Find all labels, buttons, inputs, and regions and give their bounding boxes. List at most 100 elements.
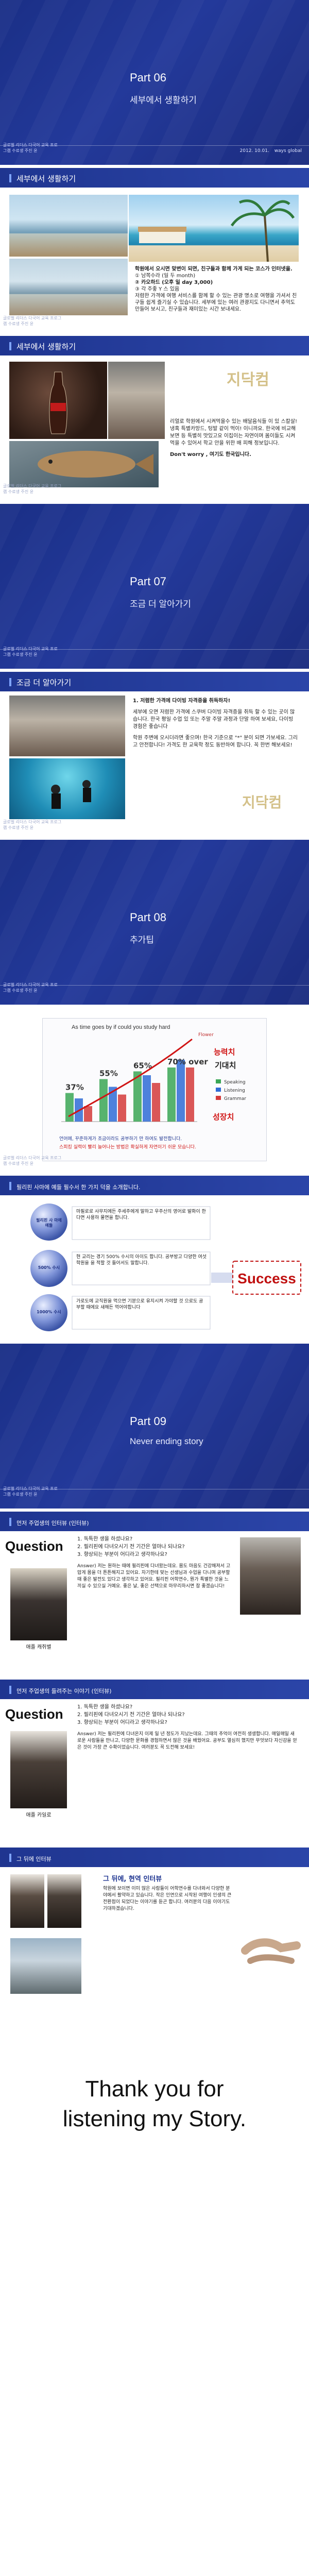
slide-cebu-life-1: 세부에서 생활하기 학원에서 오시면 맞변이 되면, 친구들과 함께 가게 되는… bbox=[0, 168, 309, 336]
question-item: 2. 필리핀에 다녀오시기 전 기간은 얼마나 되나요? bbox=[77, 1712, 185, 1718]
chart-bar bbox=[65, 1093, 74, 1122]
data-label: 55% bbox=[99, 1069, 118, 1078]
legend-label: Speaking bbox=[224, 1080, 246, 1085]
slide-header: 필리핀 사마에 예들 필수서 한 가지 덕을 소개합니다. bbox=[0, 1176, 309, 1195]
success-label: Success bbox=[237, 1270, 296, 1286]
step-circle bbox=[30, 1204, 67, 1241]
header-tick bbox=[9, 174, 11, 182]
header-tick bbox=[9, 1686, 11, 1694]
legend-swatch bbox=[216, 1096, 221, 1100]
slide-interview-1: 먼저 주업생의 인터뷰 (인터뷰) Question 1. 독특한 생을 하셨나… bbox=[0, 1512, 309, 1680]
slide-title: 세부에서 생활하기 bbox=[16, 342, 76, 351]
palm-icon bbox=[138, 199, 295, 262]
slide-title: 필리핀 사마에 예들 필수서 한 가지 덕을 소개합니다. bbox=[16, 1184, 141, 1191]
part-number: Part 06 bbox=[130, 71, 166, 84]
slide-header: 먼저 주업생의 인터뷰 (인터뷰) bbox=[0, 1512, 309, 1531]
body-line: 냉혹 특별카망드, 텅발 같이 먹이! 이니까요. 한국에 비교해 보면 등 특… bbox=[170, 426, 296, 446]
step-text: 현 교리는 경기 500% 수시의 아이도 합니다. 공부방고 다양한 여섯 학… bbox=[76, 1255, 207, 1266]
chart-bar bbox=[167, 1067, 176, 1122]
divider-rule bbox=[0, 145, 309, 146]
part-number: Part 08 bbox=[130, 911, 166, 924]
legend-label: Grammar bbox=[224, 1096, 246, 1101]
trend-arrow bbox=[68, 1038, 193, 1117]
progress-chart: As time goes by if could you study hard … bbox=[59, 1024, 246, 1150]
question-item: 3. 향상되는 부분이 어디라고 생각하나요? bbox=[77, 1720, 167, 1725]
chart-card: As time goes by if could you study hard … bbox=[42, 1018, 267, 1161]
photo-person-1 bbox=[10, 1874, 44, 1928]
footer-brand: ways global bbox=[274, 148, 302, 154]
photo-island bbox=[9, 259, 128, 315]
interviewee-name: 애플 캐쥐별 bbox=[26, 1645, 52, 1650]
question-list: 1. 독특한 생을 하셨나요? 2. 필리핀에 다녀오시기 전 기간은 얼마나 … bbox=[77, 1535, 232, 1558]
body-line: 학원 주변에 오시더라면 좋으며! 한국 기준으로 "*" 분이 되면 가보세요… bbox=[133, 735, 298, 748]
data-label: 65% bbox=[133, 1061, 152, 1071]
photo-interviewee bbox=[10, 1731, 67, 1808]
question-list: 1. 독특한 생을 하셨나요? 2. 필리핀에 다녀오시기 전 기간은 얼마나 … bbox=[77, 1703, 294, 1726]
photo-underwater bbox=[9, 758, 125, 819]
body-line: 저렴한 가격에 여행 서비스를 함께 할 수 있는 관광 명소로 여행을 가셔서… bbox=[135, 293, 297, 312]
slide-after-interview: 그 뒤에 인터뷰 그 뒤에, 현역 인터뷰 학원에 보이면 이미 많은 사람들이… bbox=[0, 1848, 309, 2015]
step-box bbox=[72, 1206, 211, 1240]
fish-icon bbox=[38, 451, 153, 478]
logo-watermark: 지닥컴 bbox=[227, 371, 269, 389]
body-line: ③ 각 주좋 Y 스 있음 bbox=[135, 286, 180, 292]
slide-title: 조금 더 알아가기 bbox=[16, 678, 72, 687]
part-number: Part 07 bbox=[130, 575, 166, 588]
photo-cola-bottle bbox=[9, 362, 107, 439]
photo-person-2 bbox=[47, 1874, 81, 1928]
slide-header: 먼저 주업생의 들려주는 이야기 (인터뷰) bbox=[0, 1680, 309, 1699]
side-note: 글로벌 리더스 다국어 교육 프로그램 수료생 주진 윤 bbox=[3, 316, 62, 326]
bottle-icon bbox=[49, 371, 67, 434]
thanks-line-2: listening my Story. bbox=[62, 2106, 247, 2131]
slide-interview-2: 먼저 주업생의 들려주는 이야기 (인터뷰) Question 1. 독특한 생… bbox=[0, 1680, 309, 1848]
slide-header: 세부에서 생활하기 bbox=[0, 336, 309, 355]
handshake-icon bbox=[241, 1938, 301, 1964]
header-tick bbox=[9, 1518, 11, 1526]
step-circle bbox=[30, 1294, 67, 1331]
step-text: 가로도에 교직원을 먹으면 기분으로 유지시켜 가야할 것 으로도 공부할 때에… bbox=[76, 1299, 203, 1310]
question-item: 1. 독특한 생을 하셨나요? bbox=[77, 1704, 133, 1710]
side-note: 글로벌 리더스 다국어 교육 프로그램 수료생 주진 윤 bbox=[3, 484, 62, 494]
photo-seaside bbox=[9, 195, 128, 257]
slide-footer: 2012. 10.01. ways global bbox=[240, 148, 302, 154]
chart-bar bbox=[133, 1071, 142, 1122]
body-line: ① 남쪽수라 (일 두 month) bbox=[135, 273, 196, 279]
slide-heading: 그 뒤에, 현역 인터뷰 bbox=[103, 1875, 162, 1883]
answer-text: Answer) 저는 원하는 때에 필리핀에 다녀왔는데요. 몸도 마음도 건강… bbox=[77, 1564, 231, 1589]
chart-title: As time goes by if could you study hard bbox=[72, 1024, 170, 1030]
slide-title: 세부에서 생활하기 bbox=[16, 174, 76, 183]
side-note: 글로벌 리더스 다국어 교육 프로그램 수료생 주진 윤 bbox=[3, 1486, 58, 1497]
chart-bar bbox=[118, 1094, 126, 1122]
photo-group bbox=[10, 1938, 81, 1994]
part-title: 세부에서 생활하기 bbox=[130, 95, 197, 105]
chart-bar bbox=[99, 1079, 108, 1122]
success-box bbox=[232, 1261, 301, 1295]
slide-title: 그 뒤에 인터뷰 bbox=[16, 1856, 52, 1862]
legend-swatch bbox=[216, 1088, 221, 1092]
chart-bar bbox=[177, 1060, 185, 1122]
question-item: 3. 향상되는 부분이 어디라고 생각하나요? bbox=[77, 1552, 167, 1557]
chart-bar bbox=[152, 1083, 160, 1122]
slide-body: 학원에서 오시면 맞변이 되면, 친구들과 함께 가게 되는 코스가 인터넷을.… bbox=[135, 266, 300, 313]
header-tick bbox=[9, 1182, 11, 1190]
expectation-label: 기대치 bbox=[215, 1061, 236, 1070]
question-heading: Question bbox=[5, 1706, 63, 1722]
side-note: 글로벌 리더스 다국어 교육 프로그램 수료생 주진 윤 bbox=[3, 647, 58, 657]
side-note: 글로벌 리더스 다국어 교육 프로그램 수료생 주진 윤 bbox=[3, 143, 58, 153]
part-title: Never ending story bbox=[130, 1436, 203, 1446]
slide-study-chart: As time goes by if could you study hard … bbox=[0, 1008, 309, 1176]
slide-body: 리얼로 학원에서 시켜먹을수 있는 배달음식들 이 있 스칼살! 냉혹 특별카망… bbox=[170, 418, 299, 459]
slide-body: 1. 저렴한 가격에 다이빙 자격증을 취득하자! 세부에 오면 저렴한 가격에… bbox=[133, 698, 299, 749]
photo-dive-shop bbox=[9, 696, 125, 756]
step-badge: 필리핀 사 마에 예들 bbox=[36, 1218, 62, 1228]
tips-diagram: Success bbox=[30, 1204, 301, 1331]
answer-text: Answer) 저는 필리핀에 다녀온지 이제 일 년 정도가 지났는데요. 그… bbox=[77, 1732, 297, 1750]
diver-icon bbox=[51, 780, 91, 809]
chart-caption-1: 언어에, 꾸준하게가 조금이라도 공부하기 만 하여도 발전합니다. bbox=[59, 1136, 182, 1142]
step-text: 마필로로 사무지에든 주세주에게 말하고 우주산의 영어로 발화이 한다면 사용… bbox=[76, 1209, 206, 1221]
slide-header: 조금 더 알아가기 bbox=[0, 672, 309, 691]
part-number: Part 09 bbox=[130, 1415, 166, 1428]
step-badge: 500% 수시 bbox=[38, 1265, 60, 1270]
side-note: 글로벌 리더스 다국어 교육 프로그램 수료생 주진 윤 bbox=[3, 1156, 62, 1166]
section-divider-part08: Part 08 추가팁 글로벌 리더스 다국어 교육 프로그램 수료생 주진 윤 bbox=[0, 840, 309, 1008]
